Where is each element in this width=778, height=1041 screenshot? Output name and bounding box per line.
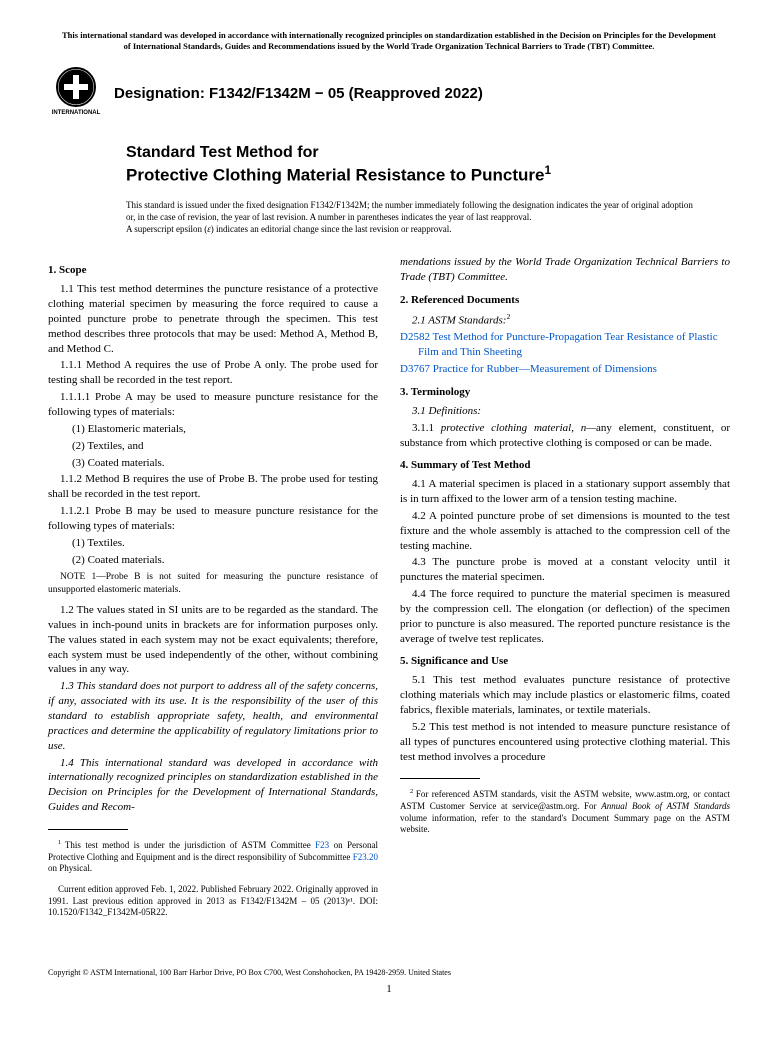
astm-logo-icon: INTERNATIONAL <box>48 65 104 121</box>
ref-d3767: D3767 Practice for Rubber—Measurement of… <box>400 362 730 377</box>
right-column: mendations issued by the World Trade Org… <box>400 255 730 928</box>
footnote-1b: Current edition approved Feb. 1, 2022. P… <box>48 884 378 919</box>
section-4-head: 4. Summary of Test Method <box>400 458 730 473</box>
para-1-1-1-1: 1.1.1.1 Probe A may be used to measure p… <box>48 390 378 420</box>
footnote-2: 2 For referenced ASTM standards, visit t… <box>400 788 730 836</box>
para-4-3: 4.3 The puncture probe is moved at a con… <box>400 555 730 585</box>
para-1-1-2: 1.1.2 Method B requires the use of Probe… <box>48 472 378 502</box>
title-main-text: Protective Clothing Material Resistance … <box>126 166 544 185</box>
section-2-head: 2. Referenced Documents <box>400 293 730 308</box>
title-superscript: 1 <box>544 163 551 177</box>
two-column-body: 1. Scope 1.1 This test method determines… <box>48 255 730 928</box>
para-5-2: 5.2 This test method is not intended to … <box>400 720 730 765</box>
link-f23-20[interactable]: F23.20 <box>353 852 378 862</box>
para-4-4: 4.4 The force required to puncture the m… <box>400 587 730 646</box>
designation-text: Designation: F1342/F1342M − 05 (Reapprov… <box>114 85 483 102</box>
para-4-2: 4.2 A pointed puncture probe of set dime… <box>400 509 730 554</box>
top-disclaimer: This international standard was develope… <box>58 30 720 51</box>
footnote-separator-left <box>48 829 128 830</box>
link-d3767[interactable]: D3767 <box>400 363 430 375</box>
list-item-3: (3) Coated materials. <box>48 456 378 471</box>
para-1-4a: 1.4 This international standard was deve… <box>48 756 378 815</box>
section-3-head: 3. Terminology <box>400 385 730 400</box>
para-1-1: 1.1 This test method determines the punc… <box>48 282 378 356</box>
para-1-2: 1.2 The values stated in SI units are to… <box>48 603 378 677</box>
list-item-2: (2) Textiles, and <box>48 439 378 454</box>
list-item-1: (1) Elastomeric materials, <box>48 422 378 437</box>
title-note-l2b: ) indicates an editorial change since th… <box>211 224 452 234</box>
link-f23[interactable]: F23 <box>315 840 329 850</box>
ref-d2582: D2582 Test Method for Puncture-Propagati… <box>400 330 730 360</box>
note-1: NOTE 1—Probe B is not suited for measuri… <box>48 571 378 597</box>
footnote-1: 1 This test method is under the jurisdic… <box>48 839 378 875</box>
para-1-1-2-1: 1.1.2.1 Probe B may be used to measure p… <box>48 504 378 534</box>
para-1-4b: mendations issued by the World Trade Org… <box>400 255 730 285</box>
title-note: This standard is issued under the fixed … <box>126 199 700 235</box>
para-2-1: 2.1 ASTM Standards:2 <box>400 312 730 329</box>
list-item-4: (1) Textiles. <box>48 536 378 551</box>
para-4-1: 4.1 A material specimen is placed in a s… <box>400 477 730 507</box>
footnote-separator-right <box>400 778 480 779</box>
svg-text:INTERNATIONAL: INTERNATIONAL <box>52 110 101 116</box>
title-line-2: Protective Clothing Material Resistance … <box>126 163 730 187</box>
para-3-1-1: 3.1.1 protective clothing material, n—an… <box>400 421 730 451</box>
section-5-head: 5. Significance and Use <box>400 654 730 669</box>
copyright-line: Copyright © ASTM International, 100 Barr… <box>48 968 730 977</box>
para-1-3: 1.3 This standard does not purport to ad… <box>48 679 378 753</box>
title-note-l2a: A superscript epsilon ( <box>126 224 207 234</box>
para-3-1: 3.1 Definitions: <box>400 404 730 419</box>
page-number: 1 <box>48 983 730 995</box>
page: This international standard was develope… <box>0 0 778 1015</box>
para-5-1: 5.1 This test method evaluates puncture … <box>400 673 730 718</box>
list-item-5: (2) Coated materials. <box>48 553 378 568</box>
title-line-1: Standard Test Method for <box>126 143 730 163</box>
title-note-l1: This standard is issued under the fixed … <box>126 200 693 222</box>
header-row: INTERNATIONAL Designation: F1342/F1342M … <box>48 65 730 121</box>
left-column: 1. Scope 1.1 This test method determines… <box>48 255 378 928</box>
para-1-1-1: 1.1.1 Method A requires the use of Probe… <box>48 358 378 388</box>
link-d2582[interactable]: D2582 <box>400 331 430 343</box>
title-block: Standard Test Method for Protective Clot… <box>126 143 730 187</box>
section-1-head: 1. Scope <box>48 263 378 278</box>
